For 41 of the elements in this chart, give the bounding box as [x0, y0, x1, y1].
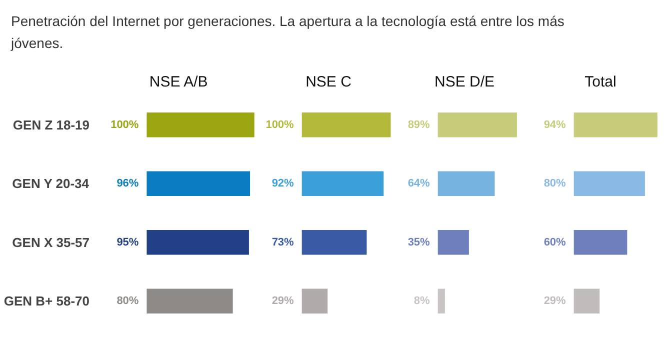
data-label: 73% [272, 236, 294, 248]
bar [146, 230, 249, 255]
bar [438, 112, 517, 138]
bar [302, 230, 367, 255]
bar [146, 112, 254, 138]
data-label: 64% [408, 178, 430, 190]
bar [302, 112, 391, 138]
data-label: 80% [116, 295, 139, 308]
bar [302, 288, 328, 314]
y-tick-label: GEN Y 20-34 [12, 176, 90, 192]
bar [574, 112, 658, 138]
chart-title: NSE C [306, 74, 352, 90]
data-label: 95% [116, 236, 139, 248]
text: Penetración del Internet por generaciones. La apertura a la tecnología está entre los más jóvenes. [11, 12, 565, 53]
bar [146, 171, 250, 196]
data-label: 94% [544, 118, 566, 131]
bar [146, 288, 233, 314]
data-label: 92% [272, 178, 294, 190]
data-label: 29% [272, 295, 294, 308]
chart-title: Total [584, 74, 616, 90]
bar [438, 230, 469, 255]
data-label: 100% [266, 118, 294, 131]
bar [302, 171, 384, 196]
bar [574, 171, 645, 196]
data-label: 60% [544, 236, 566, 248]
y-tick-label: GEN Z 18-19 [12, 117, 90, 132]
bar [438, 171, 495, 196]
chart-title: NSE D/E [434, 74, 495, 90]
y-tick-label: GEN B+ 58-70 [4, 294, 90, 309]
data-label: 96% [116, 178, 139, 190]
data-label: 100% [110, 118, 139, 131]
y-tick-label: GEN X 35-57 [12, 234, 90, 250]
data-label: 80% [544, 178, 566, 190]
chart-title: NSE A/B [149, 74, 208, 90]
bar [574, 288, 600, 314]
bar [574, 230, 628, 255]
data-label: 35% [408, 236, 430, 248]
data-label: 8% [414, 295, 430, 308]
data-label: 29% [544, 295, 566, 308]
bar [438, 288, 445, 314]
data-label: 89% [408, 118, 430, 131]
